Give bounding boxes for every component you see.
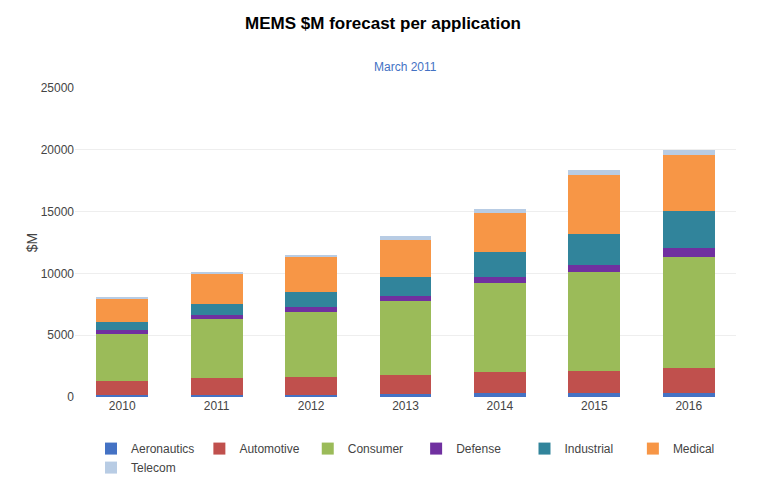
svg-text:MEMS $M forecast per applicati: MEMS $M forecast per application [245, 14, 521, 33]
svg-text:0: 0 [67, 390, 74, 404]
svg-text:25000: 25000 [41, 81, 75, 95]
svg-text:20000: 20000 [41, 143, 75, 157]
svg-text:2011: 2011 [204, 399, 230, 413]
svg-text:2016: 2016 [675, 399, 702, 413]
svg-text:10000: 10000 [41, 267, 75, 281]
svg-text:Medical: Medical [673, 442, 714, 456]
svg-text:Automotive: Automotive [239, 442, 299, 456]
svg-text:2014: 2014 [487, 399, 514, 413]
svg-text:Telecom: Telecom [131, 461, 176, 475]
svg-text:March 2011: March 2011 [374, 60, 437, 74]
svg-text:Industrial: Industrial [565, 442, 614, 456]
svg-text:15000: 15000 [41, 205, 75, 219]
svg-text:5000: 5000 [47, 328, 74, 342]
svg-text:Defense: Defense [456, 442, 501, 456]
svg-text:2012: 2012 [298, 399, 325, 413]
svg-text:2015: 2015 [581, 399, 608, 413]
svg-text:2013: 2013 [392, 399, 419, 413]
svg-text:Consumer: Consumer [348, 442, 403, 456]
svg-text:Aeronautics: Aeronautics [131, 442, 194, 456]
svg-text:2010: 2010 [109, 399, 136, 413]
svg-text:$M: $M [24, 233, 40, 252]
